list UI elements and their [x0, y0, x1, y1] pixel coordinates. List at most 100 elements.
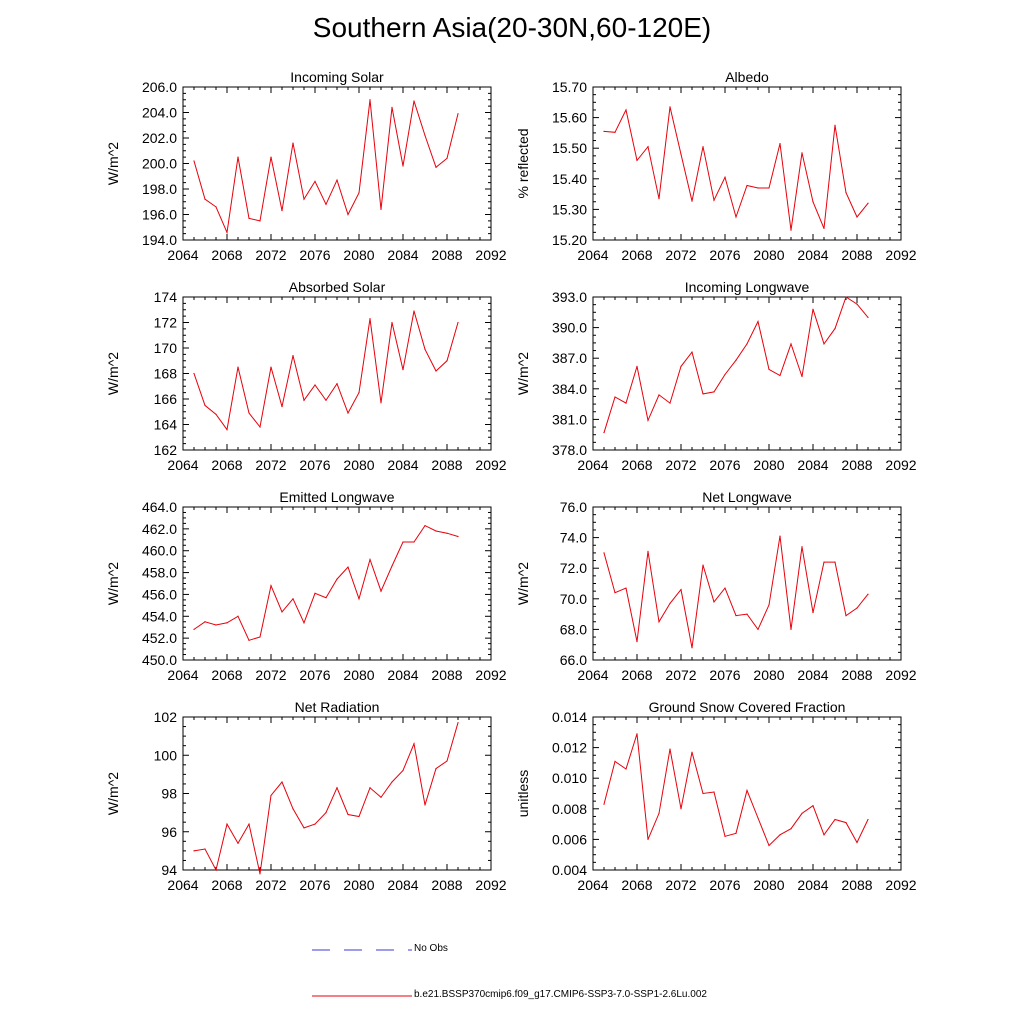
- data-point: [413, 541, 415, 543]
- data-point: [614, 592, 616, 594]
- data-point: [801, 546, 803, 548]
- data-point: [702, 792, 704, 795]
- data-point: [237, 842, 239, 844]
- data-point: [867, 316, 869, 318]
- data-point: [303, 622, 305, 624]
- series-line: [193, 524, 459, 641]
- data-point: [347, 566, 349, 568]
- data-point: [746, 789, 748, 792]
- data-point: [193, 850, 195, 852]
- x-tick-label: 2068: [211, 877, 242, 893]
- data-point: [292, 142, 294, 144]
- chart-title: Ground Snow Covered Fraction: [649, 699, 846, 715]
- data-point: [757, 187, 759, 189]
- data-point: [270, 585, 272, 587]
- data-point: [281, 210, 283, 212]
- data-point: [768, 604, 770, 606]
- x-tick-label: 2088: [841, 457, 872, 473]
- x-tick-label: 2068: [211, 667, 242, 683]
- data-point: [746, 343, 748, 345]
- x-tick-label: 2092: [885, 877, 916, 893]
- data-point: [358, 392, 360, 394]
- x-tick-label: 2088: [841, 247, 872, 263]
- data-point: [457, 113, 459, 115]
- x-tick-label: 2068: [211, 457, 242, 473]
- series-line: [193, 722, 459, 874]
- data-point: [446, 157, 448, 159]
- data-point: [658, 394, 660, 396]
- chart-panel-2: Albedo % reflected 2064 2068 2072 2076 2080 208…: [515, 69, 917, 263]
- x-tick-label: 2084: [797, 457, 828, 473]
- legend-model-label: b.e21.BSSP370cmip6.f09_g17.CMIP6-SSP3-7.…: [414, 989, 707, 1000]
- chart-title: Emitted Longwave: [279, 489, 394, 505]
- x-tick-label: 2080: [343, 877, 374, 893]
- data-point: [801, 812, 803, 814]
- data-point: [636, 733, 638, 735]
- data-point: [457, 535, 459, 538]
- data-point: [823, 834, 825, 836]
- data-point: [790, 343, 792, 345]
- x-tick-label: 2084: [387, 877, 418, 893]
- x-tick-label: 2064: [577, 667, 608, 683]
- x-tick-label: 2092: [475, 247, 506, 263]
- y-tick-label: 464.0: [142, 499, 177, 515]
- data-point: [680, 153, 682, 155]
- y-tick-label: 452.0: [142, 630, 177, 646]
- data-point: [380, 796, 382, 798]
- x-tick-label: 2088: [431, 667, 462, 683]
- chart-title: Net Radiation: [295, 699, 380, 715]
- data-point: [603, 552, 605, 554]
- data-point: [435, 530, 437, 532]
- data-point: [746, 613, 748, 615]
- data-point: [314, 592, 316, 594]
- data-point: [435, 370, 437, 372]
- y-tick-label: 0.004: [552, 862, 587, 878]
- data-point: [259, 426, 261, 428]
- data-point: [812, 805, 814, 807]
- y-tick-label: 72.0: [560, 560, 587, 576]
- y-tick-label: 15.50: [552, 140, 587, 156]
- legend-model-swatch: [312, 995, 412, 997]
- x-tick-label: 2064: [577, 877, 608, 893]
- data-point: [647, 838, 649, 841]
- x-tick-label: 2088: [841, 877, 872, 893]
- data-point: [768, 187, 770, 189]
- data-point: [735, 832, 737, 834]
- y-tick-label: 174: [154, 289, 178, 305]
- series-line: [193, 310, 459, 431]
- data-point: [391, 781, 393, 783]
- y-tick-label: 0.006: [552, 831, 587, 847]
- x-tick-label: 2068: [211, 247, 242, 263]
- data-point: [603, 130, 605, 132]
- data-point: [435, 768, 437, 770]
- data-point: [603, 432, 605, 434]
- y-tick-label: 15.30: [552, 201, 587, 217]
- data-point: [248, 639, 250, 641]
- data-point: [248, 823, 250, 825]
- y-tick-label: 202.0: [142, 130, 177, 146]
- data-point: [790, 828, 792, 830]
- x-tick-label: 2088: [431, 247, 462, 263]
- data-point: [812, 201, 814, 203]
- data-point: [391, 321, 393, 324]
- data-point: [446, 360, 448, 362]
- legend-obs-swatch: [312, 949, 412, 951]
- data-point: [834, 561, 836, 563]
- x-tick-label: 2084: [387, 457, 418, 473]
- y-tick-label: 450.0: [142, 652, 177, 668]
- chart-panel-5: Emitted Longwave W/m^2 2064 2068 2072 2076 208…: [105, 489, 507, 683]
- y-tick-label: 454.0: [142, 608, 177, 624]
- data-point: [347, 412, 349, 414]
- data-point: [270, 366, 272, 368]
- data-point: [193, 372, 195, 375]
- data-point: [237, 156, 239, 158]
- data-point: [713, 601, 715, 603]
- plot-frame: [592, 506, 902, 661]
- data-point: [735, 359, 737, 361]
- y-tick-label: 166: [154, 391, 178, 407]
- x-tick-label: 2072: [665, 457, 696, 473]
- y-axis-label: W/m^2: [105, 772, 121, 815]
- data-point: [347, 213, 349, 216]
- y-tick-label: 15.60: [552, 110, 587, 126]
- data-point: [867, 202, 869, 204]
